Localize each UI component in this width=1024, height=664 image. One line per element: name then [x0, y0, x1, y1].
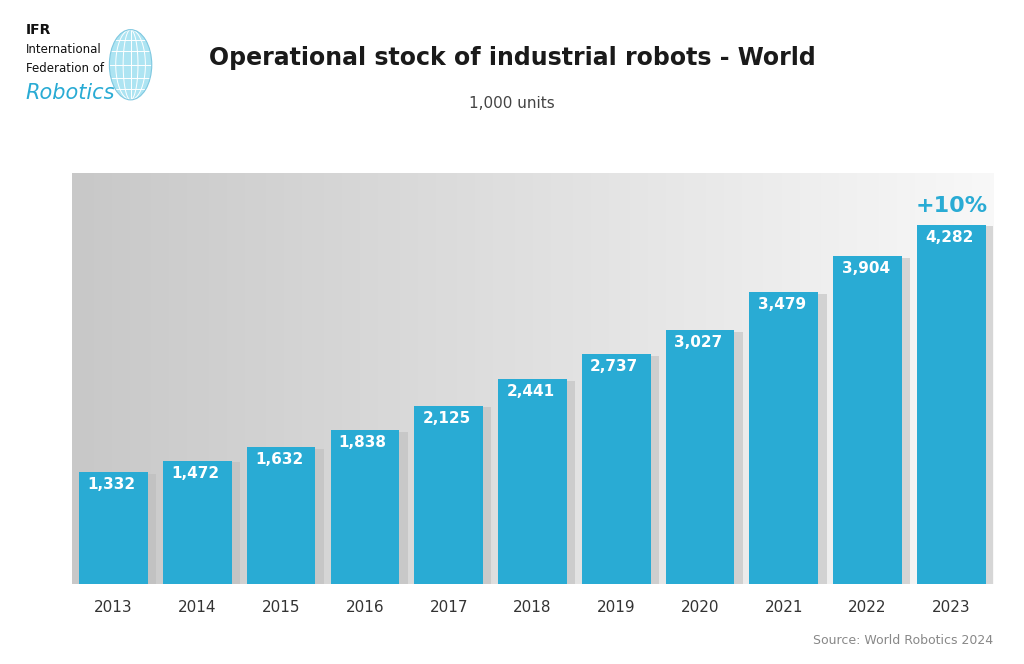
Text: +10%: +10%: [915, 196, 987, 216]
Text: 4,282: 4,282: [926, 230, 974, 244]
FancyBboxPatch shape: [590, 356, 659, 594]
FancyBboxPatch shape: [926, 226, 994, 594]
Bar: [415, 406, 483, 584]
Text: 1,332: 1,332: [87, 477, 135, 493]
FancyBboxPatch shape: [339, 432, 408, 594]
Circle shape: [110, 30, 152, 100]
Text: 2,737: 2,737: [590, 359, 638, 374]
Text: 1,632: 1,632: [255, 452, 303, 467]
FancyBboxPatch shape: [842, 258, 910, 594]
Text: International: International: [26, 43, 101, 56]
Bar: [582, 355, 650, 584]
FancyBboxPatch shape: [88, 474, 157, 594]
Text: 3,479: 3,479: [758, 297, 806, 312]
Text: 3,027: 3,027: [674, 335, 722, 350]
Bar: [247, 448, 315, 584]
Text: Operational stock of industrial robots - World: Operational stock of industrial robots -…: [209, 46, 815, 70]
Bar: [918, 224, 986, 584]
FancyBboxPatch shape: [423, 408, 492, 594]
Text: 1,838: 1,838: [339, 435, 387, 450]
Bar: [163, 461, 231, 584]
FancyBboxPatch shape: [255, 449, 324, 594]
Text: 3,904: 3,904: [842, 262, 890, 276]
Bar: [79, 472, 147, 584]
Bar: [666, 330, 734, 584]
Text: IFR: IFR: [26, 23, 51, 37]
FancyBboxPatch shape: [171, 462, 240, 594]
Text: Robotics: Robotics: [26, 83, 115, 103]
Text: 1,000 units: 1,000 units: [469, 96, 555, 112]
Bar: [498, 379, 567, 584]
Bar: [750, 292, 818, 584]
Text: 2,441: 2,441: [507, 384, 555, 399]
Text: 2,125: 2,125: [423, 411, 471, 426]
Text: Source: World Robotics 2024: Source: World Robotics 2024: [813, 634, 993, 647]
FancyBboxPatch shape: [674, 332, 742, 594]
FancyBboxPatch shape: [507, 381, 575, 594]
FancyBboxPatch shape: [758, 293, 826, 594]
Bar: [331, 430, 399, 584]
Text: Federation of: Federation of: [26, 62, 103, 75]
Text: 1,472: 1,472: [171, 465, 219, 481]
Bar: [834, 256, 902, 584]
